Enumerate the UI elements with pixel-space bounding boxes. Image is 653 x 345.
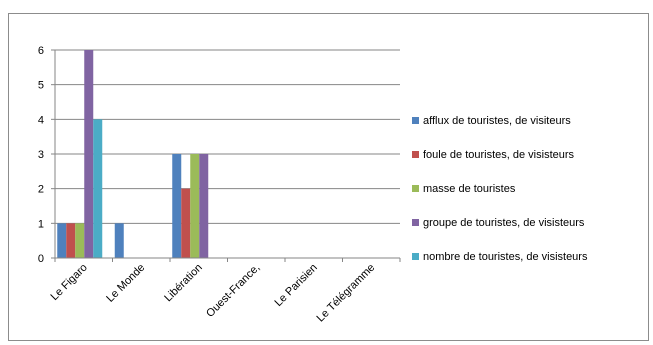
legend-swatch	[412, 219, 419, 226]
legend-swatch	[412, 185, 419, 192]
legend-swatch	[412, 151, 419, 158]
x-tick-label: Le Télégramme	[315, 262, 378, 325]
bar	[114, 223, 124, 258]
x-tick-label: Libération	[162, 262, 205, 305]
y-tick-label: 6	[38, 45, 44, 57]
x-tick-label: Le Parisien	[272, 262, 319, 309]
x-tick-label: Le Monde	[104, 262, 147, 305]
bar	[199, 154, 209, 258]
bar	[75, 223, 85, 258]
y-tick-label: 1	[38, 218, 44, 230]
legend: afflux de touristes, de visiteurs foule d…	[412, 115, 588, 263]
legend-swatch	[412, 253, 419, 260]
legend-label: masse de touristes	[423, 183, 516, 195]
bars	[57, 50, 209, 258]
x-tick-label: Ouest-France,	[204, 262, 262, 320]
bar	[190, 154, 200, 258]
bar	[93, 119, 103, 258]
bar	[181, 188, 191, 258]
y-tick-label: 4	[38, 114, 44, 126]
bar	[66, 223, 76, 258]
chart-frame	[8, 13, 649, 341]
legend-label: groupe de touristes, de visisteurs	[423, 217, 585, 229]
y-tick-label: 3	[38, 149, 44, 161]
y-tick-label: 0	[38, 253, 44, 265]
legend-swatch	[412, 117, 419, 124]
legend-label: nombre de touristes, de visisteurs	[423, 251, 588, 263]
x-axis-ticks: Le Figaro Le Monde Libération Ouest-France,…	[49, 258, 401, 325]
bar	[57, 223, 67, 258]
bar	[84, 50, 94, 258]
gridlines	[55, 49, 400, 224]
y-axis-ticks: 0 1 2 3 4 5 6	[38, 45, 55, 265]
bar	[172, 154, 182, 258]
y-tick-label: 2	[38, 184, 44, 196]
x-tick-label: Le Figaro	[49, 262, 90, 303]
legend-label: foule de touristes, de visisteurs	[423, 149, 575, 161]
legend-label: afflux de touristes, de visiteurs	[423, 115, 571, 127]
y-tick-label: 5	[38, 80, 44, 92]
